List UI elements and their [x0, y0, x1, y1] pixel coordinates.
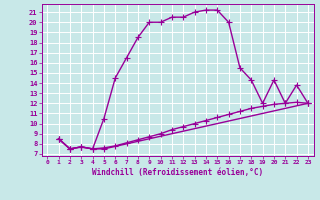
X-axis label: Windchill (Refroidissement éolien,°C): Windchill (Refroidissement éolien,°C) — [92, 168, 263, 177]
